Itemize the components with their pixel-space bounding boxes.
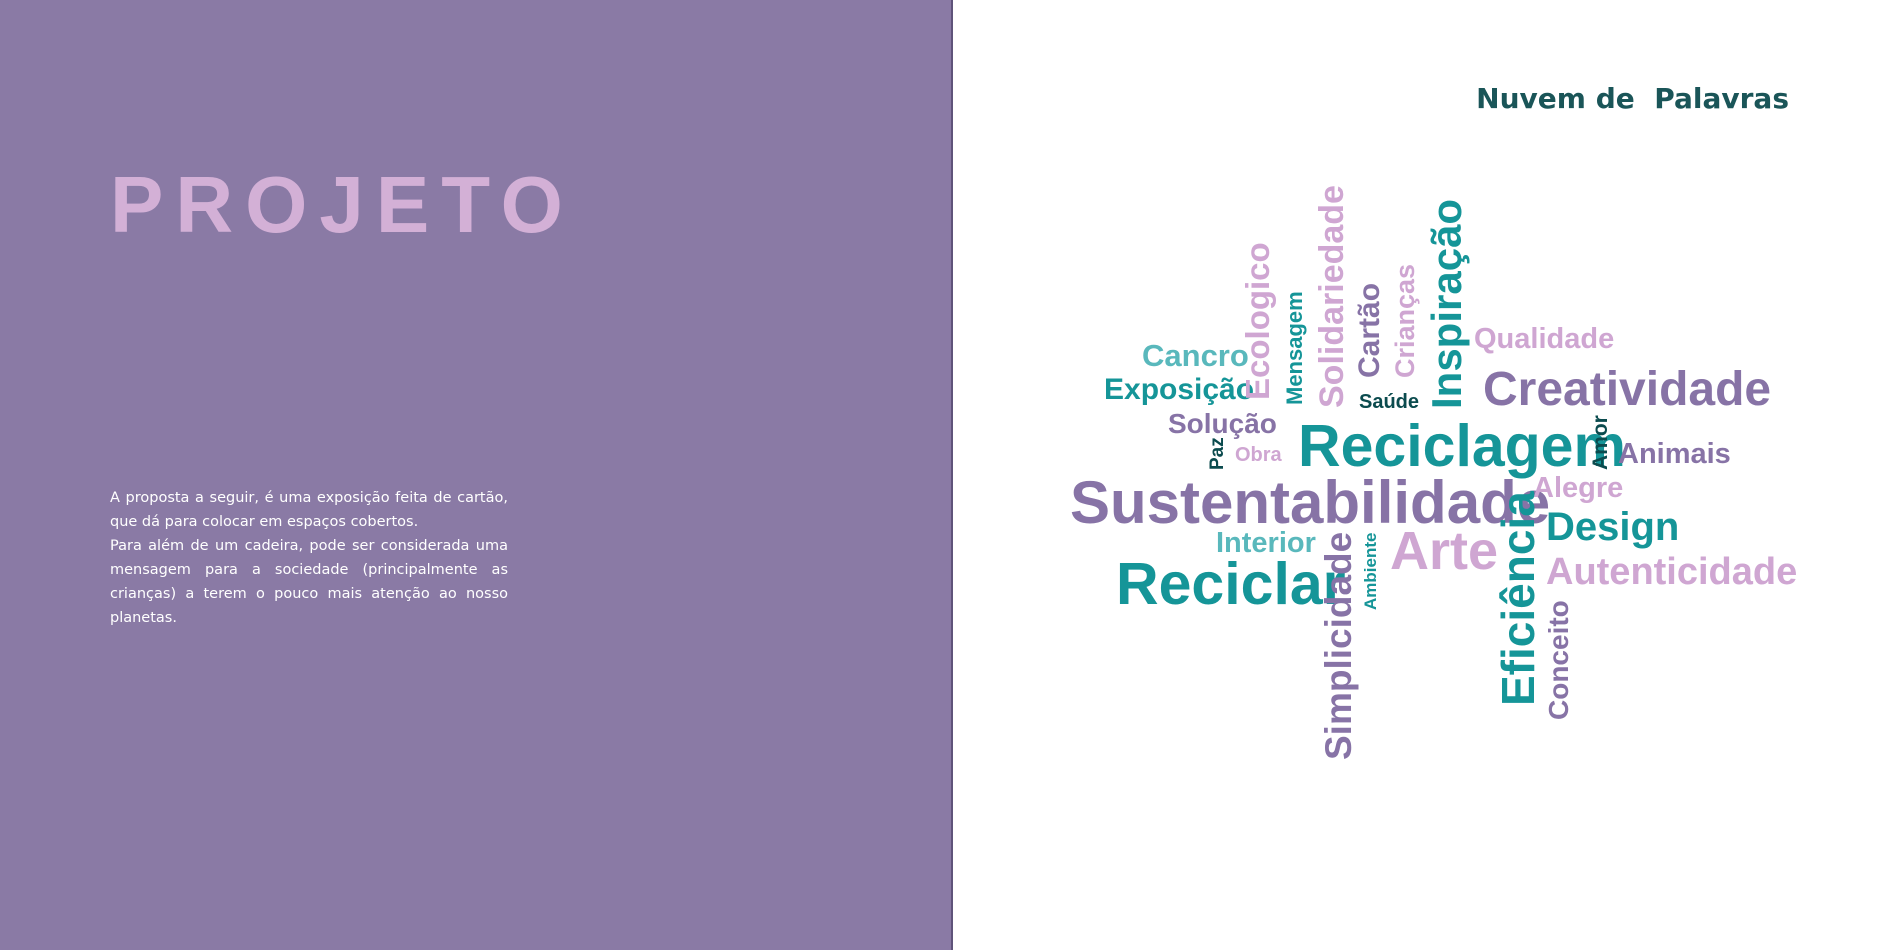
word-creatividade: Creatividade (1483, 363, 1772, 416)
description-paragraph-2: Para além de um cadeira, pode ser consid… (110, 538, 508, 626)
word-cartao: Cartão (1353, 282, 1386, 378)
word-alegre: Alegre (1533, 472, 1624, 504)
page-divider (951, 0, 953, 950)
word-cancro: Cancro (1142, 338, 1249, 373)
word-cloud-title: Nuvem de Palavras (1476, 82, 1789, 115)
left-panel: PROJETO A proposta a seguir, é uma expos… (0, 0, 951, 950)
word-solidariedade: Solidariedade (1313, 185, 1351, 408)
word-qualidade: Qualidade (1474, 323, 1615, 355)
word-obra: Obra (1235, 444, 1282, 466)
word-eficiencia: Eficiência (1492, 491, 1544, 706)
word-sustentabilidade: Sustentabilidade (1070, 469, 1551, 536)
word-criancas: Crianças (1390, 263, 1420, 378)
word-interior: Interior (1216, 527, 1316, 559)
word-reciclar: Reciclar (1116, 551, 1346, 617)
word-ecologico: Ecologico (1239, 242, 1276, 400)
word-mensagem: Mensagem (1282, 291, 1307, 405)
word-animais: Animais (1618, 438, 1731, 470)
project-description: A proposta a seguir, é uma exposição fei… (110, 486, 508, 630)
right-panel: Nuvem de Palavras (953, 0, 1896, 950)
word-arte: Arte (1390, 521, 1499, 581)
description-paragraph-1: A proposta a seguir, é uma exposição fei… (110, 490, 508, 530)
word-ambiente: Ambiente (1361, 532, 1380, 610)
word-simplicidade: Simplicidade (1318, 531, 1359, 760)
word-inspiracao: Inspiração (1423, 198, 1470, 409)
word-design: Design (1546, 505, 1680, 549)
word-exposicao: Exposição (1104, 373, 1255, 406)
word-amor: Amor (1589, 415, 1612, 470)
word-reciclagem: Reciclagem (1298, 413, 1626, 479)
page-title: PROJETO (110, 160, 575, 249)
word-saude: Saúde (1359, 391, 1420, 413)
word-conceito: Conceito (1543, 600, 1574, 720)
word-solucao: Solução (1168, 408, 1277, 439)
word-paz: Paz (1207, 437, 1228, 470)
word-autenticidade: Autenticidade (1546, 551, 1798, 593)
